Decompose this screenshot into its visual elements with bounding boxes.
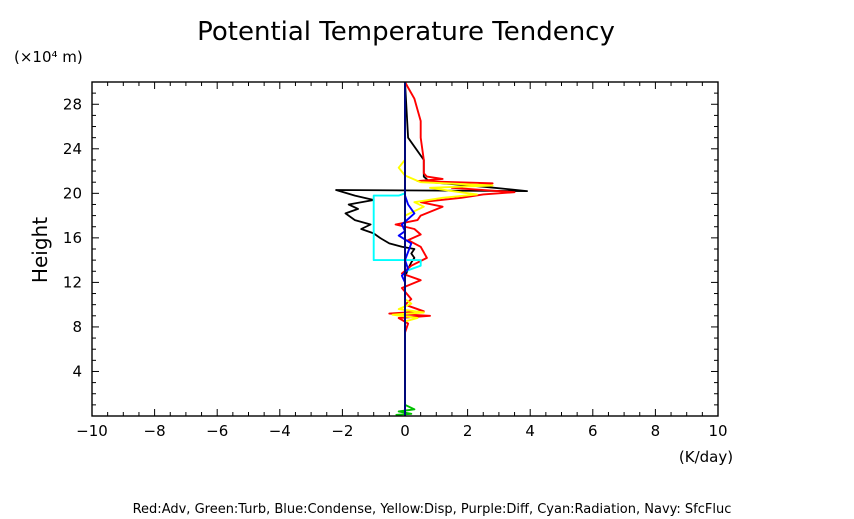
x-tick-label: −2 xyxy=(331,422,353,440)
x-tick-label: 6 xyxy=(588,422,598,440)
chart-title: Potential Temperature Tendency xyxy=(197,17,615,47)
y-tick-label: 28 xyxy=(63,95,82,113)
x-tick-label: −6 xyxy=(206,422,228,440)
x-tick-label: 2 xyxy=(463,422,473,440)
x-tick-label: −8 xyxy=(144,422,166,440)
series-line-1 xyxy=(388,81,516,416)
x-tick-label: 10 xyxy=(708,422,727,440)
y-tick-label: 16 xyxy=(63,229,82,247)
x-tick-label: −4 xyxy=(269,422,291,440)
color-legend: Red:Adv, Green:Turb, Blue:Condense, Yell… xyxy=(133,502,732,517)
y-tick-label: 12 xyxy=(63,273,82,291)
x-tick-label: −10 xyxy=(76,422,108,440)
y-tick-label: 4 xyxy=(72,362,82,380)
x-tick-label: 0 xyxy=(400,422,410,440)
y-axis-unit: (×10⁴ m) xyxy=(14,48,83,66)
y-tick-label: 24 xyxy=(63,140,82,158)
plot-frame xyxy=(91,81,719,417)
series-line-0 xyxy=(335,81,528,416)
x-axis-unit: (K/day) xyxy=(679,448,733,466)
series-line-3 xyxy=(372,82,422,416)
x-tick-label: 4 xyxy=(525,422,535,440)
x-tick-label: 8 xyxy=(651,422,661,440)
y-tick-label: 8 xyxy=(72,318,82,336)
y-tick-label: 20 xyxy=(63,184,82,202)
series-layer xyxy=(335,81,528,416)
y-axis-label: Height xyxy=(28,217,52,283)
